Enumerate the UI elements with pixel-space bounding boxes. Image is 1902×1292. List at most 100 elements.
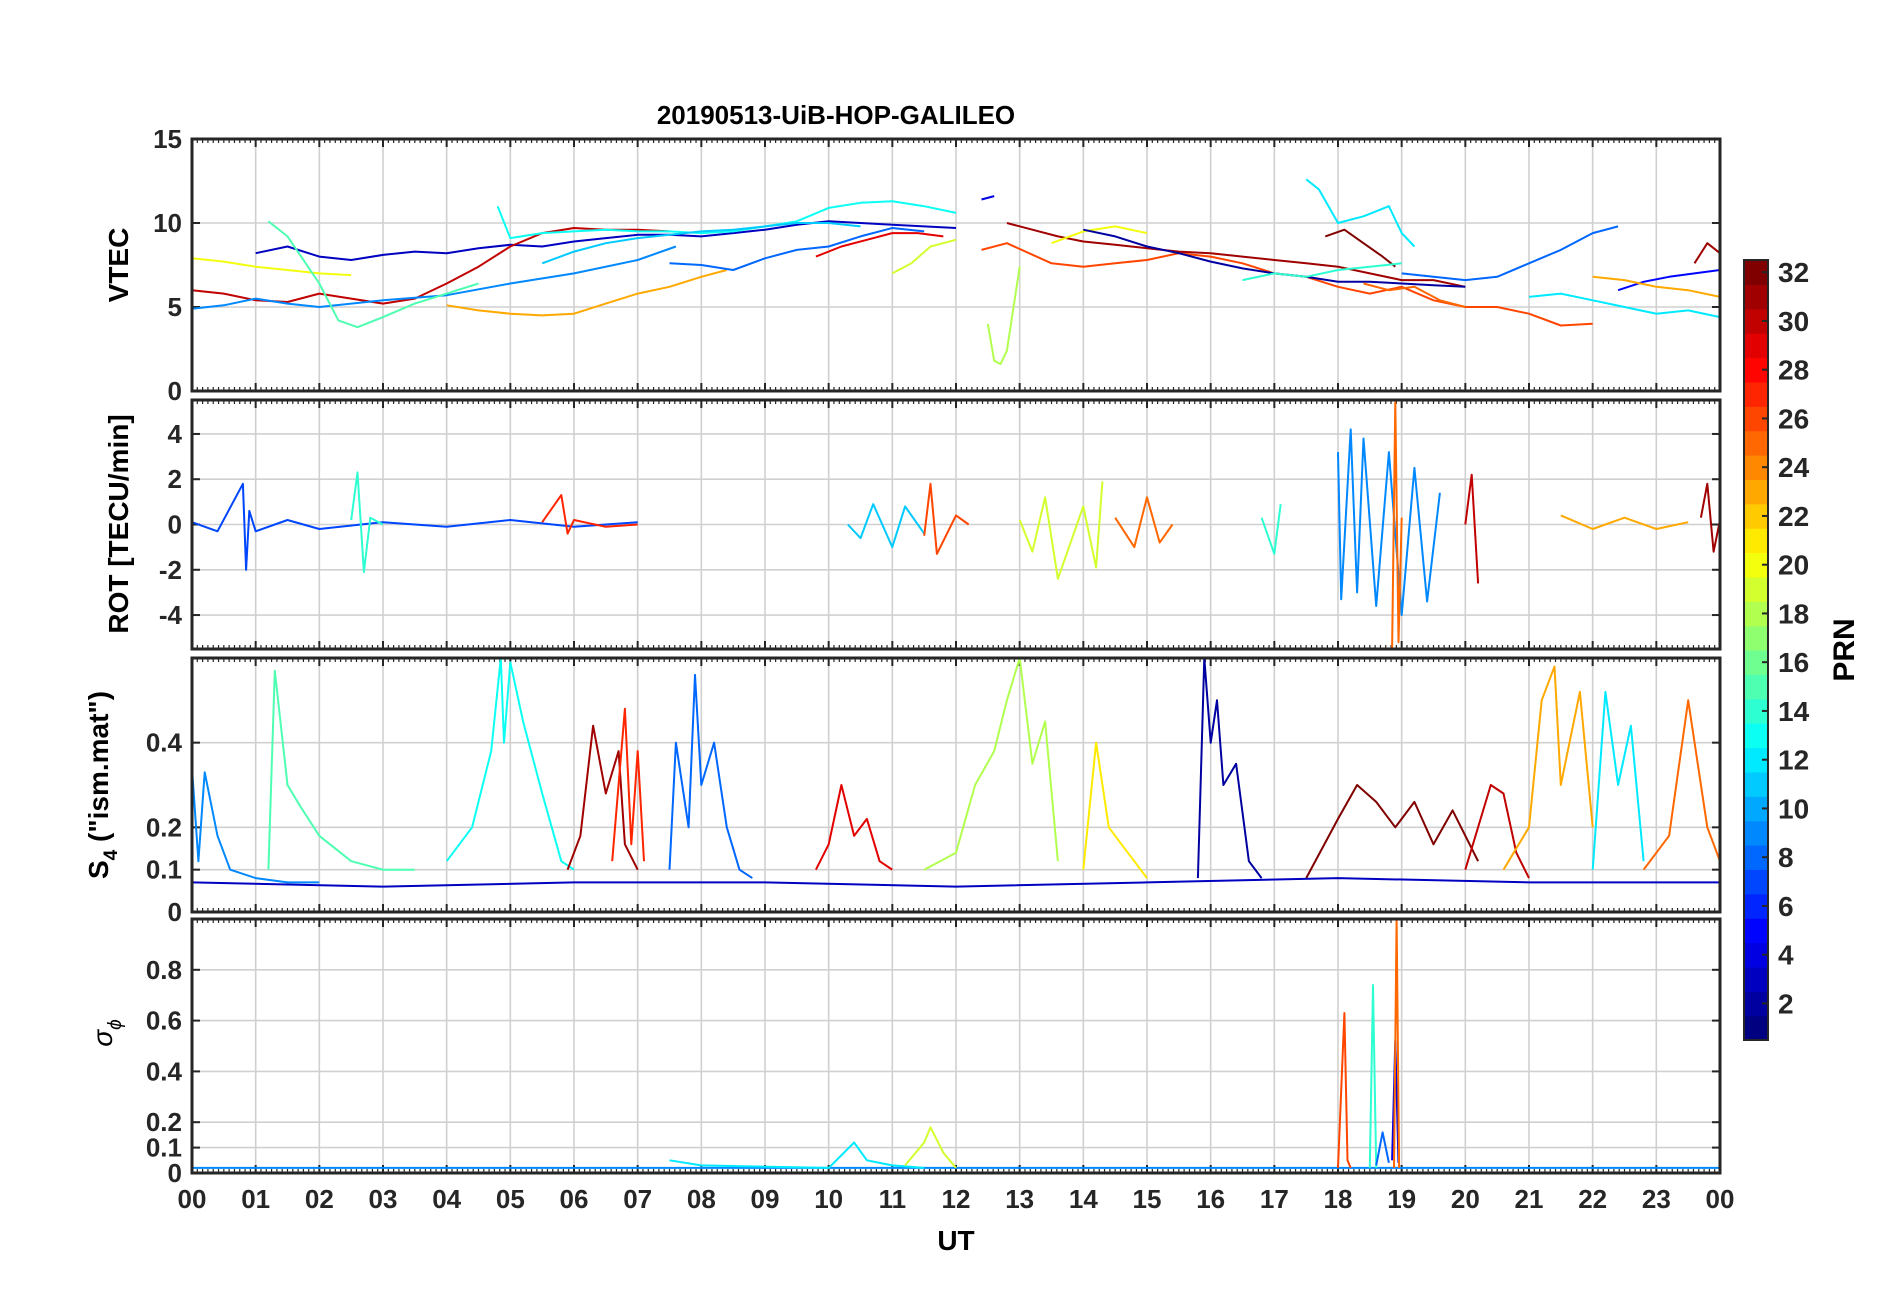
colorbar-segment bbox=[1744, 771, 1768, 797]
series-line-prn-9 bbox=[1337, 428, 1441, 616]
series-line-prn-29 bbox=[815, 232, 944, 258]
series-line-prn-27 bbox=[541, 494, 638, 535]
series-line-prn-19 bbox=[904, 1126, 957, 1169]
series-line-prn-18 bbox=[923, 657, 1059, 871]
series-line-prn-5 bbox=[1617, 269, 1721, 292]
series-line-prn-7 bbox=[191, 482, 638, 571]
x-axis-label: UT bbox=[937, 1225, 974, 1256]
y-tick-label: 0.6 bbox=[146, 1006, 182, 1036]
series-line-prn-23 bbox=[1560, 514, 1689, 530]
x-tick-label: 12 bbox=[942, 1184, 971, 1214]
series-line-prn-23 bbox=[1502, 665, 1594, 871]
y-tick-label: 0.2 bbox=[146, 1107, 182, 1137]
panel-vtec-ylabel: VTEC bbox=[103, 228, 134, 303]
series-line-prn-9 bbox=[191, 245, 677, 310]
series-line-prn-3 bbox=[191, 877, 1720, 888]
panel-vtec-lines bbox=[191, 178, 1721, 366]
series-line-prn-25 bbox=[1642, 699, 1721, 871]
panel-s4-ylabel: S4 ("ism.mat") bbox=[83, 691, 122, 879]
figure-title: 20190513-UiB-HOP-GALILEO bbox=[657, 100, 1015, 130]
colorbar-segment bbox=[1744, 284, 1768, 310]
series-line-prn-32 bbox=[1305, 784, 1479, 879]
series-line-prn-30 bbox=[1464, 473, 1480, 584]
panel-s4-ylabel-sub: 4 bbox=[101, 849, 122, 860]
colorbar-segment bbox=[1744, 528, 1768, 554]
series-line-prn-15 bbox=[267, 669, 415, 871]
y-tick-label: 0 bbox=[168, 1158, 182, 1188]
series-line-prn-12 bbox=[1305, 178, 1416, 248]
x-tick-label: 23 bbox=[1642, 1184, 1671, 1214]
x-tick-label: 06 bbox=[560, 1184, 589, 1214]
series-line-prn-29 bbox=[815, 784, 893, 871]
series-line-prn-19 bbox=[891, 238, 957, 275]
y-tick-label: -4 bbox=[159, 600, 183, 630]
x-tick-label: 07 bbox=[623, 1184, 652, 1214]
y-tick-label: 0.1 bbox=[146, 1133, 182, 1163]
y-tick-label: 0.8 bbox=[146, 955, 182, 985]
x-tick-label: 09 bbox=[751, 1184, 780, 1214]
series-line-prn-23 bbox=[1592, 275, 1721, 298]
panel-vtec-yticks: 0 5 10 15 bbox=[153, 124, 182, 406]
y-tick-label: 0 bbox=[168, 510, 182, 540]
colorbar-tick-label: 4 bbox=[1778, 940, 1794, 971]
series-line-prn-20 bbox=[191, 257, 352, 277]
series-line-prn-18 bbox=[986, 266, 1021, 366]
x-tick-label: 13 bbox=[1005, 1184, 1034, 1214]
colorbar-segment bbox=[1744, 430, 1768, 456]
y-tick-label: 0.2 bbox=[146, 812, 182, 842]
y-tick-label: 0 bbox=[168, 897, 182, 927]
x-tick-label: 20 bbox=[1451, 1184, 1480, 1214]
panel-vtec: 0 5 10 15 VTEC bbox=[103, 124, 1722, 406]
x-tick-label: 11 bbox=[879, 1184, 907, 1214]
series-line-prn-3 bbox=[255, 220, 957, 261]
panel-sigma-phi-border bbox=[190, 917, 1722, 1175]
colorbar-segment bbox=[1744, 723, 1768, 749]
x-tick-label: 00 bbox=[178, 1184, 207, 1214]
panel-s4-ylabel-main: S bbox=[83, 860, 114, 879]
series-line-prn-11 bbox=[541, 222, 861, 265]
series-line-prn-31 bbox=[1006, 222, 1466, 288]
series-line-prn-14 bbox=[1260, 503, 1282, 555]
x-tick-label: 18 bbox=[1324, 1184, 1353, 1214]
series-line-prn-8 bbox=[1375, 1131, 1390, 1166]
series-line-prn-23 bbox=[446, 269, 728, 317]
colorbar-label: PRN bbox=[1828, 618, 1861, 681]
x-tick-label: 02 bbox=[305, 1184, 334, 1214]
x-tick-label: 15 bbox=[1133, 1184, 1162, 1214]
series-line-prn-31 bbox=[1693, 242, 1721, 264]
panel-sigma-phi-grid bbox=[191, 919, 1721, 1174]
colorbar-segments bbox=[1744, 260, 1768, 1041]
x-tick-label: 10 bbox=[814, 1184, 843, 1214]
series-line-prn-19 bbox=[1018, 481, 1104, 580]
x-tick-label: 08 bbox=[687, 1184, 716, 1214]
panel-rot-lines bbox=[191, 401, 1721, 650]
colorbar-tick-label: 24 bbox=[1778, 452, 1810, 483]
series-line-prn-20 bbox=[1051, 225, 1148, 245]
x-tick-label: 04 bbox=[432, 1184, 461, 1214]
series-line-prn-14 bbox=[1242, 262, 1402, 282]
panel-s4-lines bbox=[191, 657, 1721, 888]
series-line-prn-21 bbox=[1082, 741, 1148, 879]
series-line-prn-13 bbox=[496, 200, 957, 240]
x-tick-label: 21 bbox=[1515, 1184, 1544, 1214]
x-tick-label: 00 bbox=[1706, 1184, 1735, 1214]
series-line-prn-12 bbox=[669, 1141, 925, 1169]
series-line-prn-31 bbox=[566, 724, 639, 871]
colorbar-segment bbox=[1744, 966, 1768, 992]
colorbar-tick-label: 28 bbox=[1778, 355, 1809, 386]
panel-s4-yticks: 0 0.1 0.2 0.4 bbox=[146, 728, 183, 927]
colorbar-tick-label: 20 bbox=[1778, 550, 1809, 581]
colorbar-segment bbox=[1744, 869, 1768, 895]
x-tick-label: 16 bbox=[1196, 1184, 1225, 1214]
series-line-prn-12 bbox=[1528, 292, 1721, 319]
colorbar-tick-label: 12 bbox=[1778, 745, 1809, 776]
series-line-prn-26 bbox=[923, 482, 970, 555]
x-tick-label: 17 bbox=[1260, 1184, 1289, 1214]
x-tick-label: 14 bbox=[1069, 1184, 1098, 1214]
series-line-prn-8 bbox=[669, 227, 925, 271]
panel-sigma-phi-ylabel-main: σ bbox=[87, 1029, 118, 1047]
y-tick-label: 0.4 bbox=[146, 728, 183, 758]
colorbar-segment bbox=[1744, 820, 1768, 846]
